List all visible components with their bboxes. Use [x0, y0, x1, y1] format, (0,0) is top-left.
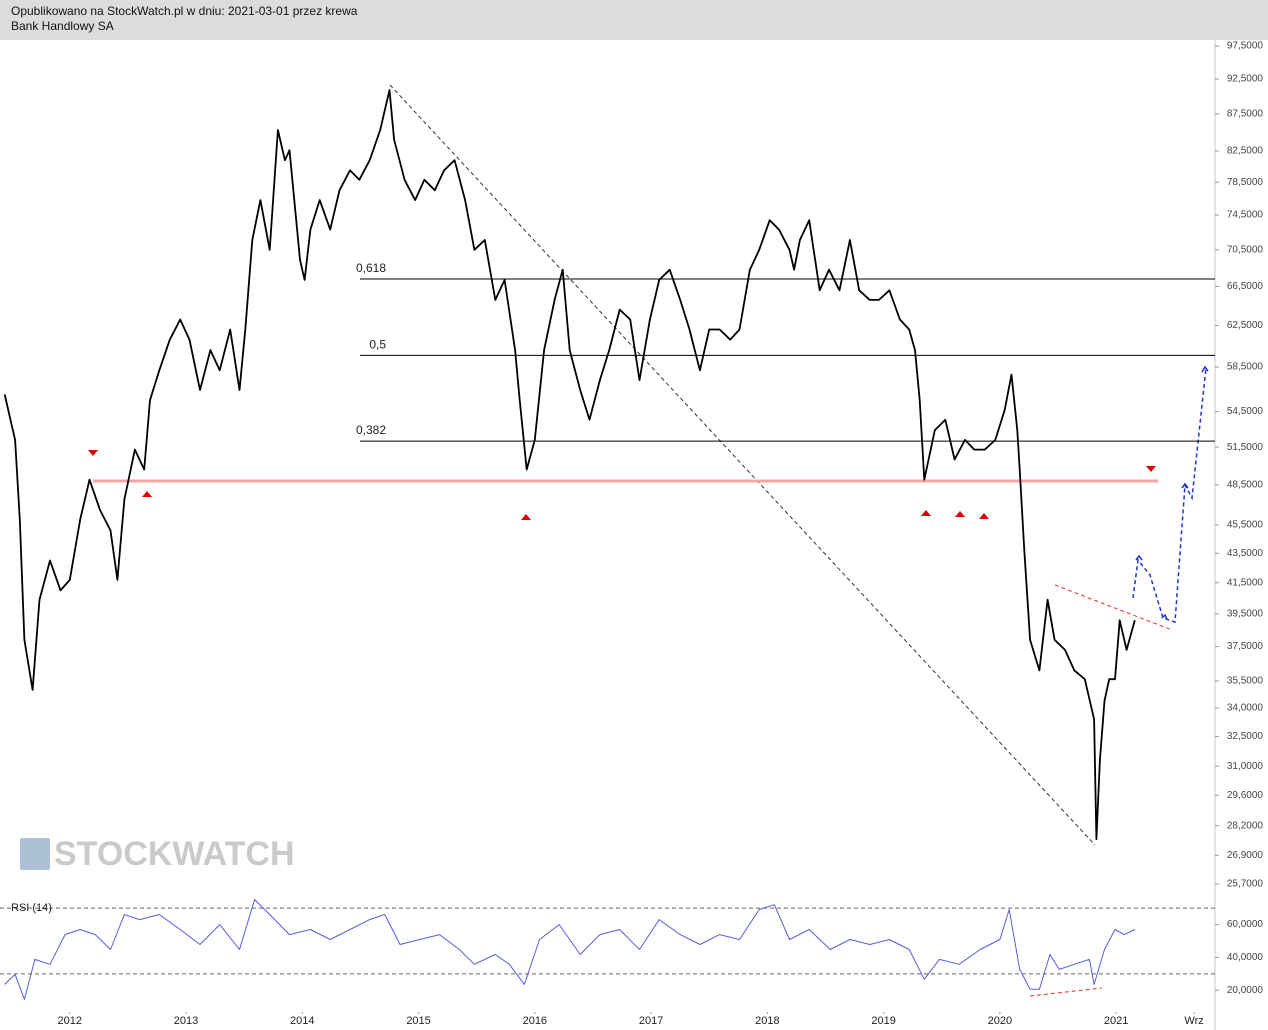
- signals: [88, 450, 1156, 520]
- x-tick-label: 2017: [639, 1015, 663, 1027]
- buy-signal: [955, 511, 965, 517]
- y-tick-label: 45,5000: [1227, 520, 1264, 531]
- y-tick-label: 34,0000: [1227, 703, 1264, 714]
- fib-label: 0,382: [356, 423, 386, 437]
- buy-signal: [979, 513, 989, 519]
- y-tick-label: 51,5000: [1227, 442, 1264, 453]
- y-tick-label: 78,5000: [1227, 177, 1264, 188]
- y-tick-label: 74,5000: [1227, 210, 1264, 221]
- header-line: Opublikowano na StockWatch.pl w dniu: 20…: [11, 4, 358, 18]
- x-tick-label: 2012: [58, 1015, 82, 1027]
- watermark: STOCKWATCH: [20, 835, 295, 873]
- header-bar: [0, 0, 1268, 40]
- trend-line: [1054, 584, 1173, 631]
- price-line: [4, 899, 1136, 1000]
- y-tick-label: 66,5000: [1227, 281, 1264, 292]
- y-tick-label: 87,5000: [1227, 109, 1264, 120]
- x-tick-label: 2021: [1104, 1015, 1128, 1027]
- y-tick-label: 82,5000: [1227, 146, 1264, 157]
- y-tick-label: 40,0000: [1227, 952, 1264, 963]
- watermark-icon: [20, 838, 50, 870]
- y-tick-label: 58,5000: [1227, 362, 1264, 373]
- watermark-text: STOCKWATCH: [54, 835, 295, 873]
- sell-signal: [88, 450, 98, 456]
- y-tick-label: 41,5000: [1227, 577, 1264, 588]
- x-tick-label: 2015: [406, 1015, 430, 1027]
- x-tick-label: 2020: [988, 1015, 1012, 1027]
- fib-label: 0,618: [356, 261, 386, 275]
- y-tick-label: 35,5000: [1227, 676, 1264, 687]
- x-tick-label: 2018: [755, 1015, 779, 1027]
- y-tick-label: 26,9000: [1227, 850, 1264, 861]
- y-tick-label: 70,5000: [1227, 244, 1264, 255]
- buy-signal: [921, 510, 931, 516]
- x-tick-label: Wrz: [1184, 1015, 1203, 1027]
- y-tick-label: 39,5000: [1227, 609, 1264, 620]
- y-tick-label: 54,5000: [1227, 406, 1264, 417]
- y-tick-label: 62,5000: [1227, 320, 1264, 331]
- annotations: [389, 84, 1209, 997]
- panel-title: RSI (14): [11, 902, 52, 914]
- y-tick-label: 28,2000: [1227, 820, 1264, 831]
- y-tick-label: 25,7000: [1227, 879, 1264, 890]
- sell-signal: [1146, 466, 1156, 472]
- fib-label: 0,5: [369, 338, 386, 352]
- y-tick-label: 37,5000: [1227, 641, 1264, 652]
- buy-signal: [521, 514, 531, 520]
- x-tick-label: 2013: [174, 1015, 198, 1027]
- y-tick-label: 31,0000: [1227, 761, 1264, 772]
- x-tick-label: 2014: [290, 1015, 314, 1027]
- y-tick-label: 92,5000: [1227, 74, 1264, 85]
- y-tick-label: 20,0000: [1227, 985, 1264, 996]
- y-tick-label: 97,5000: [1227, 41, 1264, 52]
- y-tick-label: 60,0000: [1227, 919, 1264, 930]
- x-tick-label: 2016: [523, 1015, 547, 1027]
- trend-line: [389, 84, 1096, 846]
- y-tick-label: 48,5000: [1227, 480, 1264, 491]
- y-tick-label: 32,5000: [1227, 731, 1264, 742]
- x-tick-label: 2019: [871, 1015, 895, 1027]
- header-line: Bank Handlowy SA: [11, 19, 114, 33]
- projection-arrow: [1135, 365, 1209, 620]
- buy-signal: [142, 491, 152, 497]
- trend-line: [1029, 987, 1103, 997]
- y-tick-label: 43,5000: [1227, 548, 1264, 559]
- price-line: [3, 89, 1136, 841]
- projection: [1132, 367, 1207, 624]
- y-tick-label: 29,6000: [1227, 790, 1264, 801]
